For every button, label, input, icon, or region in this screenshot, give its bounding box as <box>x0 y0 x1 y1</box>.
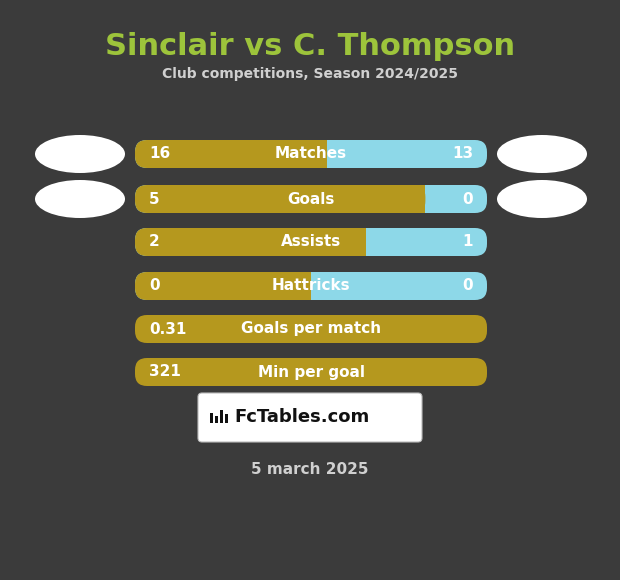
Text: 5: 5 <box>149 191 159 206</box>
FancyBboxPatch shape <box>198 393 422 442</box>
FancyBboxPatch shape <box>135 185 425 213</box>
Bar <box>299 272 311 300</box>
Text: FcTables.com: FcTables.com <box>234 408 370 426</box>
Text: Sinclair vs C. Thompson: Sinclair vs C. Thompson <box>105 32 515 61</box>
Bar <box>353 228 366 256</box>
FancyBboxPatch shape <box>135 315 487 343</box>
Text: 0: 0 <box>463 191 473 206</box>
Text: 16: 16 <box>149 147 170 161</box>
Text: 2: 2 <box>149 234 160 249</box>
Ellipse shape <box>35 135 125 173</box>
Text: 321: 321 <box>149 364 181 379</box>
Text: Goals: Goals <box>287 191 335 206</box>
Text: 13: 13 <box>452 147 473 161</box>
Text: 0: 0 <box>463 278 473 293</box>
FancyBboxPatch shape <box>135 228 366 256</box>
Ellipse shape <box>497 180 587 218</box>
FancyBboxPatch shape <box>135 272 487 300</box>
Text: 0: 0 <box>149 278 159 293</box>
Text: Matches: Matches <box>275 147 347 161</box>
FancyBboxPatch shape <box>135 272 311 300</box>
Bar <box>210 412 213 422</box>
Text: 1: 1 <box>463 234 473 249</box>
Text: Club competitions, Season 2024/2025: Club competitions, Season 2024/2025 <box>162 67 458 81</box>
Bar <box>215 415 218 422</box>
FancyBboxPatch shape <box>135 140 487 168</box>
Text: Hattricks: Hattricks <box>272 278 350 293</box>
FancyBboxPatch shape <box>135 140 327 168</box>
Bar <box>220 409 223 422</box>
Text: 5 march 2025: 5 march 2025 <box>251 462 369 477</box>
FancyBboxPatch shape <box>135 185 487 213</box>
Text: Min per goal: Min per goal <box>257 364 365 379</box>
Ellipse shape <box>497 135 587 173</box>
FancyBboxPatch shape <box>135 228 487 256</box>
Bar <box>315 140 327 168</box>
Text: Goals per match: Goals per match <box>241 321 381 336</box>
FancyBboxPatch shape <box>135 358 487 386</box>
Bar <box>225 414 228 422</box>
Ellipse shape <box>35 180 125 218</box>
Bar <box>414 185 425 213</box>
Text: 0.31: 0.31 <box>149 321 187 336</box>
Text: Assists: Assists <box>281 234 341 249</box>
